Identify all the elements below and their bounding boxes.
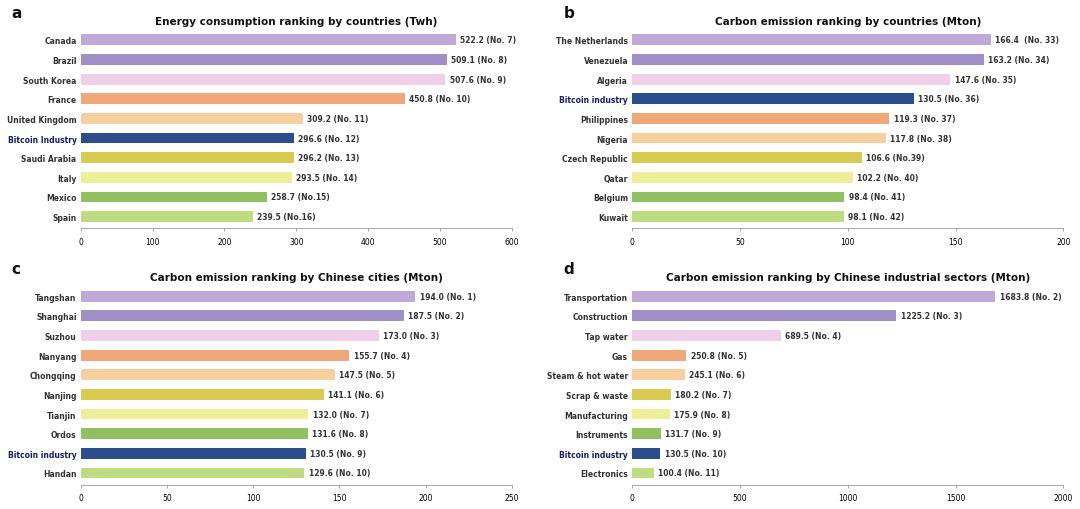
Bar [81,94,405,105]
Text: 130.5 (No. 9): 130.5 (No. 9) [310,449,366,458]
Bar [632,212,843,222]
Text: 117.8 (No. 38): 117.8 (No. 38) [891,134,953,143]
Text: 689.5 (No. 4): 689.5 (No. 4) [785,331,841,341]
Text: 522.2 (No. 7): 522.2 (No. 7) [460,36,516,45]
Bar [81,36,456,46]
Bar [632,291,995,302]
Text: 1225.2 (No. 3): 1225.2 (No. 3) [901,312,962,321]
Bar [81,311,404,322]
Text: 102.2 (No. 40): 102.2 (No. 40) [856,174,918,182]
Bar [632,75,950,86]
Bar [632,133,887,144]
Title: Carbon emission ranking by Chinese industrial sectors (Mton): Carbon emission ranking by Chinese indus… [665,273,1030,283]
Bar [81,75,445,86]
Bar [81,212,253,222]
Text: 166.4  (No. 33): 166.4 (No. 33) [996,36,1059,45]
Bar [81,173,292,183]
Bar [81,448,306,459]
Text: 293.5 (No. 14): 293.5 (No. 14) [296,174,357,182]
Bar [81,429,308,439]
Text: 147.6 (No. 35): 147.6 (No. 35) [955,75,1016,84]
Bar [632,389,671,400]
Text: 132.0 (No. 7): 132.0 (No. 7) [313,410,369,419]
Bar [81,468,305,478]
Text: 100.4 (No. 11): 100.4 (No. 11) [658,468,719,477]
Text: 147.5 (No. 5): 147.5 (No. 5) [339,371,395,380]
Bar [81,350,349,361]
Bar [81,192,267,203]
Text: 450.8 (No. 10): 450.8 (No. 10) [409,95,470,104]
Bar [632,55,984,66]
Text: 106.6 (No.39): 106.6 (No.39) [866,154,926,163]
Bar [632,429,661,439]
Text: 507.6 (No. 9): 507.6 (No. 9) [449,75,505,84]
Text: 155.7 (No. 4): 155.7 (No. 4) [353,351,409,360]
Bar [632,153,862,164]
Bar [632,94,914,105]
Text: 141.1 (No. 6): 141.1 (No. 6) [328,390,384,399]
Text: 296.6 (No. 12): 296.6 (No. 12) [298,134,360,143]
Text: 180.2 (No. 7): 180.2 (No. 7) [675,390,732,399]
Text: 173.0 (No. 3): 173.0 (No. 3) [383,331,440,341]
Bar [632,370,685,380]
Text: 98.4 (No. 41): 98.4 (No. 41) [849,193,905,202]
Text: 239.5 (No.16): 239.5 (No.16) [257,213,315,221]
Text: 250.8 (No. 5): 250.8 (No. 5) [690,351,746,360]
Bar [632,330,781,341]
Bar [632,409,671,419]
Bar [632,468,653,478]
Bar [632,114,890,125]
Text: b: b [564,6,575,21]
Text: 245.1 (No. 6): 245.1 (No. 6) [689,371,745,380]
Text: 129.6 (No. 10): 129.6 (No. 10) [309,468,370,477]
Bar [632,36,991,46]
Text: c: c [12,262,21,277]
Bar [81,114,302,125]
Bar [81,291,416,302]
Text: 131.6 (No. 8): 131.6 (No. 8) [312,429,368,438]
Bar [632,350,686,361]
Text: 130.5 (No. 10): 130.5 (No. 10) [664,449,726,458]
Text: 1683.8 (No. 2): 1683.8 (No. 2) [999,292,1062,301]
Text: 296.2 (No. 13): 296.2 (No. 13) [298,154,360,163]
Text: 258.7 (No.15): 258.7 (No.15) [271,193,329,202]
Title: Energy consumption ranking by countries (Twh): Energy consumption ranking by countries … [156,17,437,27]
Text: 98.1 (No. 42): 98.1 (No. 42) [848,213,904,221]
Bar [81,133,294,144]
Title: Carbon emission ranking by Chinese cities (Mton): Carbon emission ranking by Chinese citie… [150,273,443,283]
Bar [632,173,852,183]
Text: 119.3 (No. 37): 119.3 (No. 37) [894,115,955,124]
Bar [81,330,379,341]
Bar [81,55,446,66]
Text: 175.9 (No. 8): 175.9 (No. 8) [675,410,731,419]
Bar [81,370,335,380]
Bar [632,448,660,459]
Text: 309.2 (No. 11): 309.2 (No. 11) [307,115,368,124]
Bar [81,409,309,419]
Bar [81,389,324,400]
Text: d: d [564,262,575,277]
Text: 130.5 (No. 36): 130.5 (No. 36) [918,95,980,104]
Title: Carbon emission ranking by countries (Mton): Carbon emission ranking by countries (Mt… [715,17,981,27]
Bar [81,153,294,164]
Bar [632,192,845,203]
Text: a: a [12,6,22,21]
Text: 194.0 (No. 1): 194.0 (No. 1) [419,292,475,301]
Text: 187.5 (No. 2): 187.5 (No. 2) [408,312,464,321]
Text: 163.2 (No. 34): 163.2 (No. 34) [988,56,1050,65]
Bar [632,311,896,322]
Text: 509.1 (No. 8): 509.1 (No. 8) [450,56,507,65]
Text: 131.7 (No. 9): 131.7 (No. 9) [665,429,721,438]
